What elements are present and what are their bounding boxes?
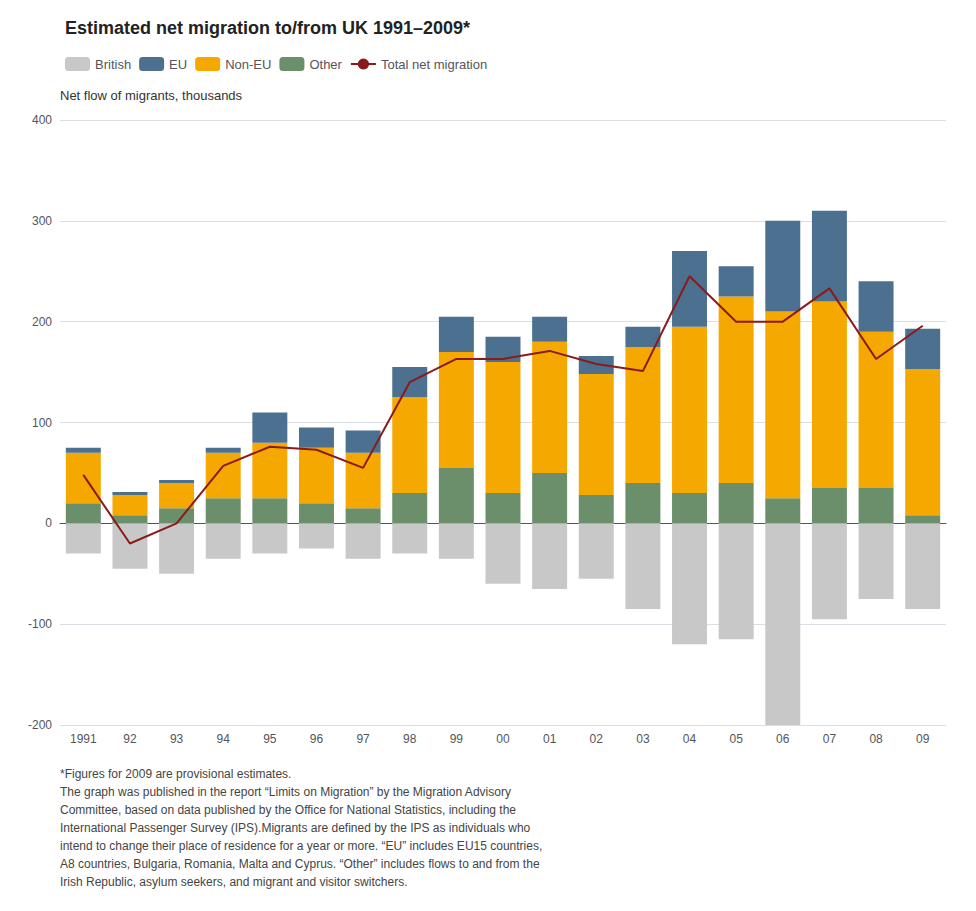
svg-text:intend to change their place o: intend to change their place of residenc…: [60, 839, 542, 853]
svg-text:09: 09: [916, 732, 930, 746]
svg-text:06: 06: [776, 732, 790, 746]
svg-text:96: 96: [310, 732, 324, 746]
svg-text:08: 08: [869, 732, 883, 746]
svg-text:-200: -200: [28, 718, 52, 732]
svg-text:100: 100: [32, 416, 52, 430]
svg-text:94: 94: [217, 732, 231, 746]
svg-text:92: 92: [123, 732, 137, 746]
svg-text:Total net migration: Total net migration: [381, 57, 487, 72]
svg-text:British: British: [95, 57, 131, 72]
svg-text:93: 93: [170, 732, 184, 746]
svg-text:EU: EU: [169, 57, 187, 72]
svg-text:1991: 1991: [70, 732, 97, 746]
svg-text:0: 0: [45, 516, 52, 530]
svg-text:Estimated net migration to/fro: Estimated net migration to/from UK 1991–…: [65, 18, 470, 38]
svg-text:03: 03: [636, 732, 650, 746]
svg-text:Other: Other: [309, 57, 342, 72]
svg-text:07: 07: [823, 732, 837, 746]
svg-text:95: 95: [263, 732, 277, 746]
svg-text:Net flow of migrants, thousand: Net flow of migrants, thousands: [60, 88, 243, 103]
svg-text:99: 99: [450, 732, 464, 746]
svg-text:300: 300: [32, 214, 52, 228]
svg-text:97: 97: [356, 732, 370, 746]
svg-text:Non-EU: Non-EU: [225, 57, 271, 72]
svg-text:A8 countries, Bulgaria, Romani: A8 countries, Bulgaria, Romania, Malta a…: [60, 857, 540, 871]
svg-text:98: 98: [403, 732, 417, 746]
svg-text:02: 02: [590, 732, 604, 746]
svg-text:05: 05: [729, 732, 743, 746]
svg-text:-100: -100: [28, 617, 52, 631]
svg-text:00: 00: [496, 732, 510, 746]
svg-text:01: 01: [543, 732, 557, 746]
svg-text:Committee, based on data publi: Committee, based on data published by th…: [60, 803, 516, 817]
svg-text:Irish Republic, asylum seekers: Irish Republic, asylum seekers, and migr…: [60, 875, 407, 889]
svg-text:The graph was published in the: The graph was published in the report “L…: [60, 785, 511, 799]
svg-text:International Passenger Survey: International Passenger Survey (IPS).Mig…: [60, 821, 531, 835]
svg-text:04: 04: [683, 732, 697, 746]
svg-text:*Figures for 2009 are provisio: *Figures for 2009 are provisional estima…: [60, 767, 291, 781]
svg-text:200: 200: [32, 315, 52, 329]
svg-text:400: 400: [32, 113, 52, 127]
